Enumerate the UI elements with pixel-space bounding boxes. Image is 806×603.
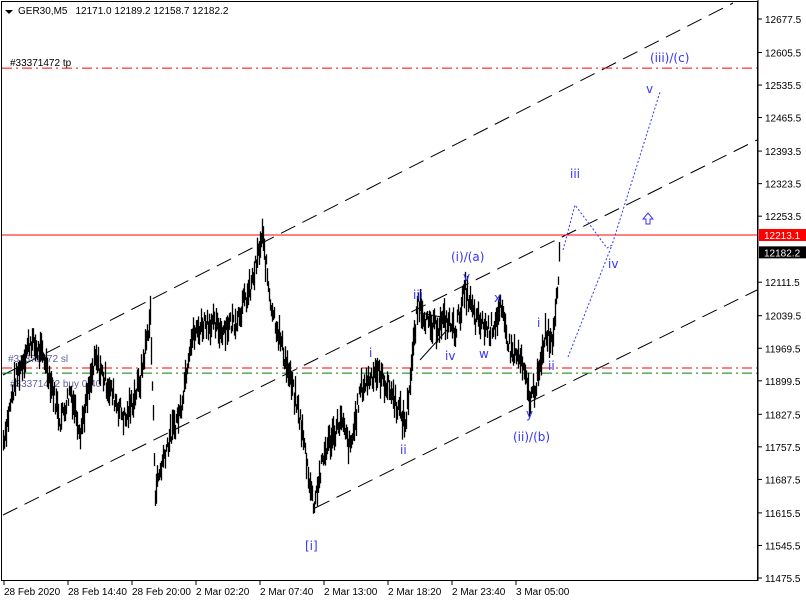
wave-label: iv — [608, 257, 618, 271]
channel-lines — [2, 2, 758, 516]
wave-label: ii — [548, 359, 555, 373]
wave-label: (iii)/(c) — [650, 51, 689, 65]
price-tick-label: 11475.5 — [765, 574, 801, 585]
wave-label: iv — [445, 349, 455, 363]
time-tick-label: 2 Mar 02:20 — [196, 587, 250, 598]
time-tick-label: 2 Mar 23:40 — [452, 587, 506, 598]
triangle-down-icon[interactable] — [5, 10, 13, 14]
time-tick-label: 28 Feb 2020 — [4, 587, 61, 598]
price-bars — [2, 218, 561, 514]
price-tick-label: 12393.5 — [765, 147, 802, 158]
price-tick-label: 11827.5 — [765, 410, 801, 421]
wave-labels: [i] ii i iii iv v (i)/(a) x w y (ii)/(b)… — [305, 51, 689, 553]
wave-label: y — [526, 407, 533, 421]
tp-label: #33371472 tp — [10, 58, 72, 69]
price-tick-label: 12465.5 — [765, 114, 802, 125]
price-tick-label: 11687.5 — [765, 475, 801, 486]
wave-label: (ii)/(b) — [513, 430, 550, 444]
middle-channel-line[interactable] — [2, 139, 758, 516]
price-tick-label: 12111.5 — [765, 278, 800, 289]
up-arrow-icon[interactable] — [641, 212, 655, 225]
price-tick-label: 12323.5 — [765, 180, 802, 191]
wave-label: iii — [570, 167, 580, 181]
wave-label: i — [369, 346, 372, 360]
resistance-price: 12213.1 — [764, 231, 801, 242]
time-tick-label: 2 Mar 13:00 — [324, 587, 378, 598]
projection-path — [562, 91, 661, 251]
time-tick-label: 28 Feb 14:40 — [68, 587, 127, 598]
time-tick-label: 28 Feb 20:00 — [132, 587, 191, 598]
bid-price: 12182.2 — [764, 248, 801, 259]
time-tick-label: 3 Mar 05:00 — [516, 587, 570, 598]
upper-channel-line[interactable] — [2, 2, 734, 376]
wave-label: [i] — [305, 539, 318, 553]
buy-label: #33371472 buy 0.40 — [10, 379, 102, 390]
price-tick-label: 12535.5 — [765, 81, 802, 92]
wave-label: ii — [400, 443, 407, 457]
bid-price-badge — [759, 246, 806, 259]
wave-label: w — [479, 347, 489, 361]
time-tick-label: 2 Mar 18:20 — [388, 587, 442, 598]
wave-label: x — [494, 291, 501, 305]
price-axis: 12677.5 12605.5 12535.5 12465.5 12393.5 12323… — [757, 0, 802, 585]
price-tick-label: 11615.5 — [765, 509, 801, 520]
time-axis: 28 Feb 2020 28 Feb 14:40 28 Feb 20:00 2 Mar… — [3, 581, 570, 598]
price-tick-label: 12605.5 — [765, 48, 802, 59]
price-tick-label: 11757.5 — [765, 443, 801, 454]
symbol-label: GER30,M5 12171.0 12189.2 12158.7 12182.2 — [18, 6, 229, 17]
wave-label: (i)/(a) — [451, 250, 484, 264]
wave-label: v — [463, 270, 470, 284]
projection-path-alt — [567, 244, 613, 358]
wave-label: v — [646, 82, 653, 96]
price-tick-label: 12253.5 — [765, 212, 802, 223]
price-tick-label: 11545.5 — [765, 541, 801, 552]
lower-channel-line[interactable] — [314, 289, 758, 509]
wave-label: iii — [413, 288, 423, 302]
price-tick-label: 11899.5 — [765, 377, 801, 388]
time-tick-label: 2 Mar 07:40 — [260, 587, 314, 598]
price-tick-label: 11969.5 — [765, 344, 801, 355]
resistance-price-badge — [759, 228, 806, 241]
wave-label: i — [537, 316, 540, 330]
price-tick-label: 12039.5 — [765, 312, 802, 323]
price-tick-label: 12677.5 — [765, 15, 802, 26]
